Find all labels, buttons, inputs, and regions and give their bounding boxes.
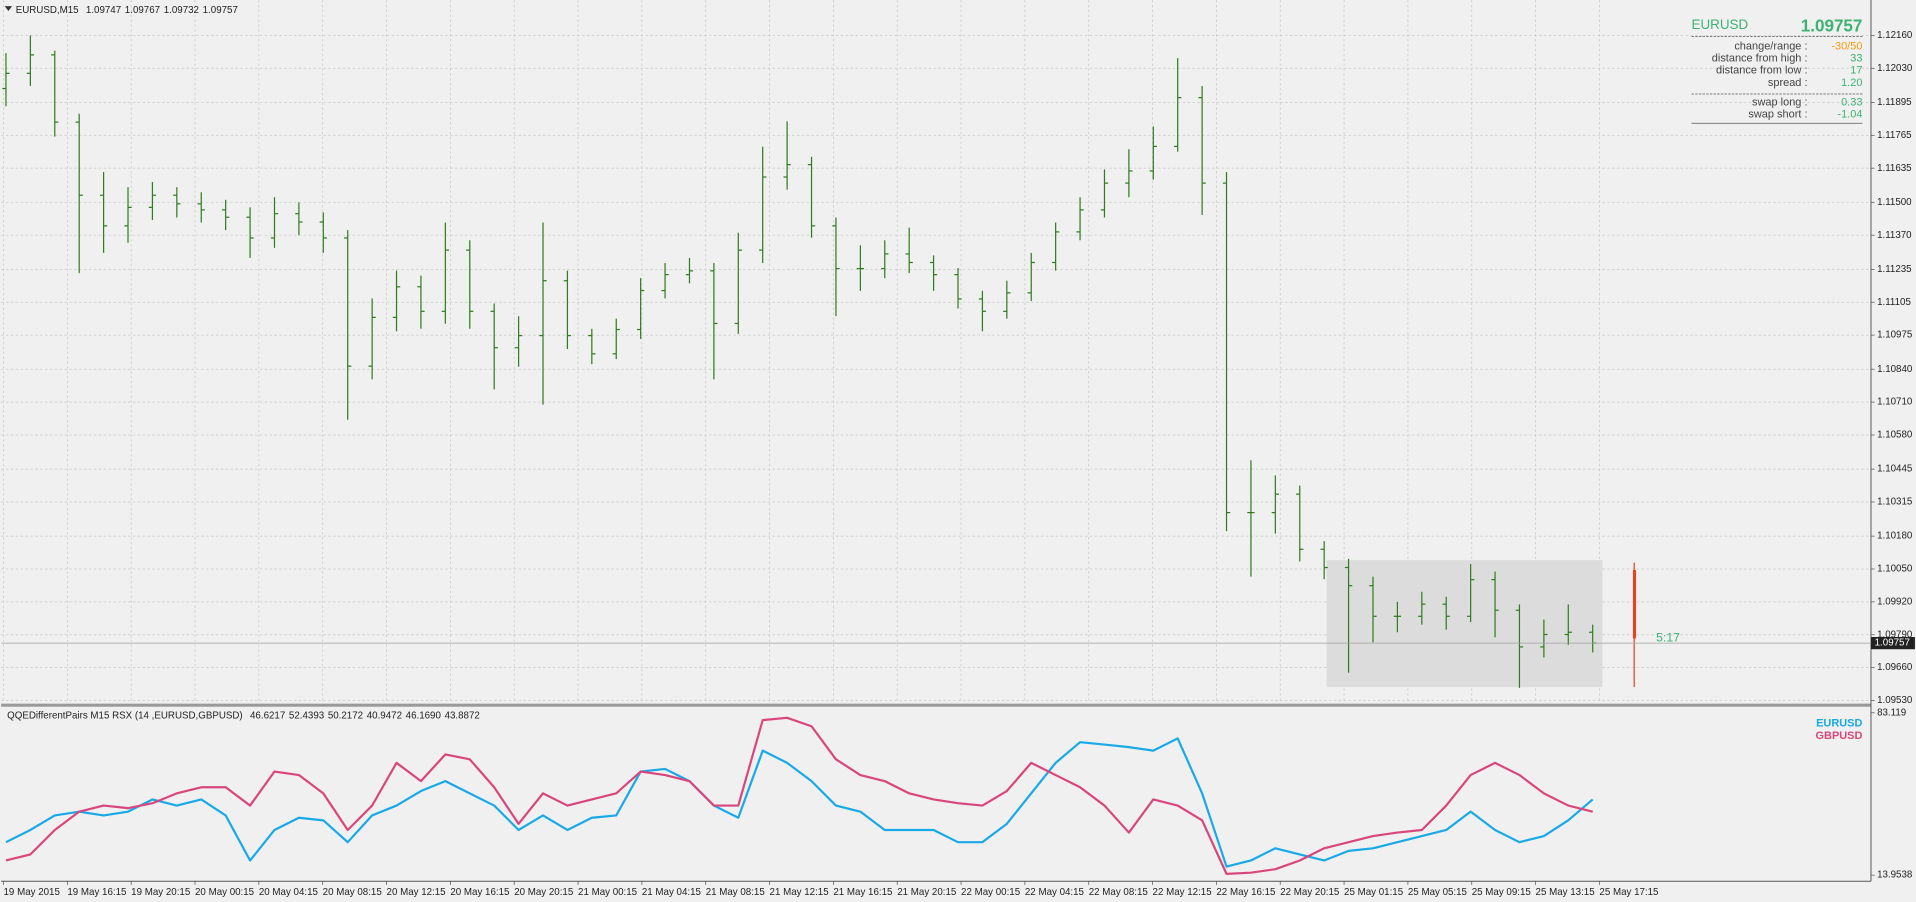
y-tick-label: 1.10315: [1877, 497, 1913, 508]
y-tick-label: 1.11765: [1877, 130, 1912, 141]
info-value: -30/50: [1831, 40, 1862, 52]
quote: 1.09757: [203, 4, 238, 15]
indicator-line: [5, 737, 1594, 868]
x-tick-label: 22 May 20:15: [1280, 887, 1340, 898]
x-tick-label: 20 May 16:15: [450, 887, 510, 898]
x-tick-label: 20 May 12:15: [387, 887, 447, 898]
x-tick-label: 25 May 09:15: [1472, 887, 1532, 898]
x-tick-label: 21 May 08:15: [706, 887, 766, 898]
indicator-reading: 46.6217: [250, 710, 285, 721]
x-tick-label: 21 May 12:15: [770, 887, 830, 898]
info-symbol: EURUSD: [1692, 17, 1749, 32]
info-label: spread :: [1768, 77, 1808, 89]
indicator-header: QQEDifferentPairs M15 RSX (14 ,EURUSD,GB…: [7, 710, 480, 721]
y-tick-label: 1.10975: [1877, 330, 1913, 341]
legend-entry: GBPUSD: [1816, 730, 1863, 742]
y-tick-label: 1.11235: [1877, 264, 1912, 275]
x-tick-label: 20 May 00:15: [195, 887, 255, 898]
x-tick-label: 22 May 16:15: [1216, 887, 1276, 898]
y-tick-label: 13.9538: [1877, 870, 1912, 881]
info-value: 17: [1850, 65, 1862, 77]
y-tick-label: 1.12030: [1877, 63, 1913, 74]
quote: 1.09767: [125, 4, 160, 15]
indicator-reading: 52.4393: [289, 710, 324, 721]
y-tick-label: 1.10445: [1877, 464, 1913, 475]
x-tick-label: 20 May 20:15: [514, 887, 574, 898]
x-tick-label: 21 May 16:15: [833, 887, 893, 898]
info-value: 0.33: [1841, 96, 1862, 108]
info-label: swap long :: [1752, 96, 1807, 108]
timer: 5:17: [1656, 630, 1680, 644]
x-tick-label: 25 May 17:15: [1599, 887, 1659, 898]
y-tick-label: 1.10180: [1877, 531, 1913, 542]
chart-title: EURUSD,M15: [16, 4, 79, 15]
indicator-title: QQEDifferentPairs M15 RSX (14 ,EURUSD,GB…: [7, 710, 243, 721]
x-tick-label: 21 May 20:15: [897, 887, 957, 898]
y-tick-label: 1.12160: [1877, 30, 1913, 41]
x-tick-label: 22 May 00:15: [961, 887, 1021, 898]
y-tick-label: 1.09660: [1877, 662, 1913, 673]
quote: 1.09747: [86, 4, 121, 15]
x-tick-label: 20 May 04:15: [259, 887, 319, 898]
y-tick-label: 1.10710: [1877, 397, 1913, 408]
indicator-reading: 46.1690: [406, 710, 442, 721]
x-tick-label: 25 May 01:15: [1344, 887, 1404, 898]
indicator-reading: 50.2172: [328, 710, 363, 721]
x-tick-label: 19 May 20:15: [131, 887, 191, 898]
x-tick-label: 19 May 2015: [4, 887, 61, 898]
y-tick-label: 1.09920: [1877, 596, 1913, 607]
x-tick-label: 22 May 12:15: [1153, 887, 1213, 898]
pane-separator: [1, 703, 1871, 707]
info-value: 1.20: [1841, 77, 1862, 89]
x-tick-label: 21 May 04:15: [642, 887, 702, 898]
y-tick-label: 1.09790: [1877, 629, 1913, 640]
range-box: [1326, 560, 1603, 688]
y-tick-label: 83.119: [1877, 707, 1906, 718]
x-tick-label: 20 May 08:15: [323, 887, 383, 898]
marks-layer: [1, 35, 1871, 875]
chart-header: EURUSD,M15 1.09747 1.09767 1.09732 1.09757: [16, 4, 238, 15]
info-label: distance from low :: [1716, 65, 1807, 77]
legend-entry: EURUSD: [1816, 718, 1862, 730]
range-bar-body: [1632, 570, 1637, 639]
last-price-box: [1870, 637, 1915, 650]
y-tick-label: 1.10580: [1877, 430, 1913, 441]
y-tick-label: 1.11500: [1877, 197, 1912, 208]
indicator-reading: 40.9472: [367, 710, 402, 721]
x-tick-label: 19 May 16:15: [67, 887, 127, 898]
indicator-line: [5, 716, 1593, 875]
grid-layer: [1, 0, 1875, 885]
text-layer: 1.12160 1.12030 1.11895 1.11765 1.11635 1.115…: [4, 4, 1915, 898]
menu-arrow[interactable]: [4, 6, 13, 11]
y-tick-label: 1.11895: [1877, 97, 1912, 108]
x-tick-label: 25 May 13:15: [1536, 887, 1596, 898]
indicator-reading: 43.8872: [445, 710, 480, 721]
y-tick-label: 1.11105: [1877, 297, 1911, 308]
y-tick-label: 1.11370: [1877, 230, 1912, 241]
y-tick-label: 1.09530: [1877, 695, 1913, 706]
info-label: distance from high :: [1712, 52, 1808, 64]
y-tick-label: 1.10050: [1877, 564, 1913, 575]
x-tick-label: 22 May 08:15: [1089, 887, 1149, 898]
x-tick-label: 21 May 00:15: [578, 887, 638, 898]
info-value: -1.04: [1837, 109, 1862, 121]
y-tick-label: 1.11635: [1877, 163, 1912, 174]
x-tick-label: 25 May 05:15: [1408, 887, 1468, 898]
info-label: change/range :: [1734, 40, 1807, 52]
quote: 1.09732: [164, 4, 199, 15]
info-value: 33: [1850, 52, 1862, 64]
y-tick-label: 1.10840: [1877, 364, 1913, 375]
x-tick-label: 22 May 04:15: [1025, 887, 1085, 898]
info-label: swap short :: [1748, 109, 1807, 121]
info-price: 1.09757: [1801, 16, 1863, 35]
last-price-label: 1.09757: [1875, 638, 1910, 649]
